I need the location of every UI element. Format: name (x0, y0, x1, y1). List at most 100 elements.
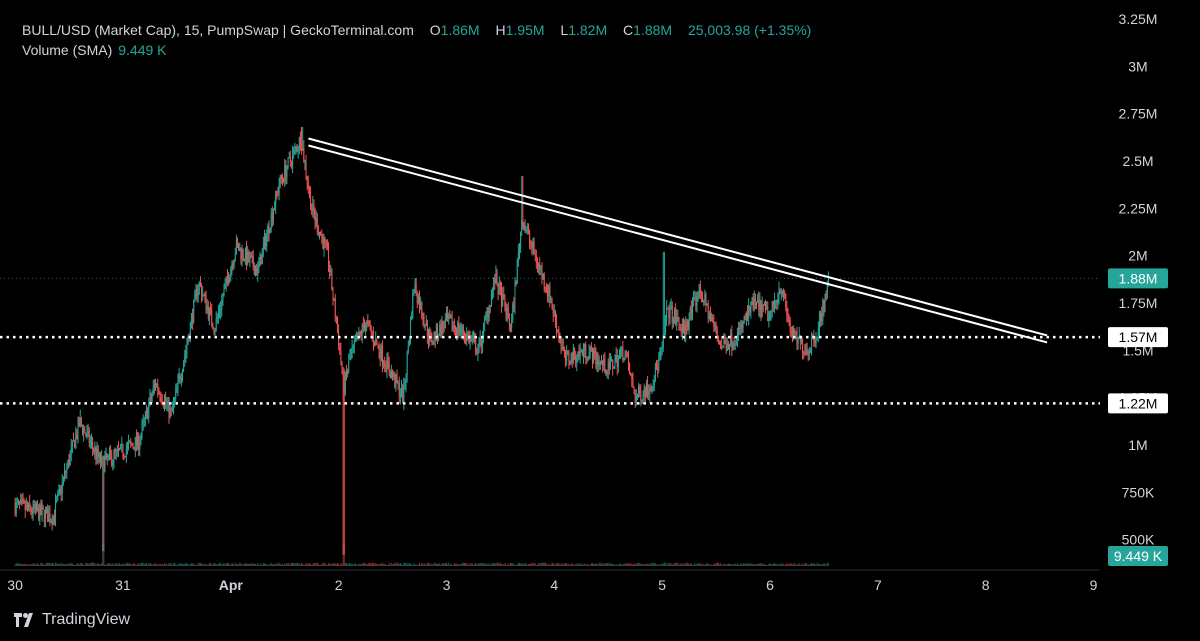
volume-bar (580, 564, 582, 566)
volume-bar (650, 563, 652, 566)
candle (501, 282, 503, 313)
candle (815, 332, 817, 349)
volume-bar (281, 564, 283, 566)
volume-bar (116, 563, 118, 566)
time-axis[interactable]: 30 31 Apr 2 3 4 5 6 7 8 9 (7, 577, 1097, 593)
candle (108, 446, 110, 461)
volume-bar (714, 564, 716, 566)
price-axis[interactable]: 3.25M3M2.75M2.5M2.25M2M1.75M1.5M1.25M1M7… (1108, 11, 1168, 566)
volume-bar (263, 563, 265, 566)
candle (584, 343, 586, 358)
volume-bar (350, 563, 352, 566)
candle (92, 436, 94, 457)
candle (345, 364, 347, 381)
candle (139, 435, 141, 457)
candle (326, 239, 328, 251)
candle (361, 322, 363, 344)
volume-bar (494, 563, 496, 566)
volume-bar (423, 564, 425, 566)
candle (246, 240, 248, 271)
candle (24, 500, 26, 518)
candle (116, 445, 118, 458)
volume-bar (242, 564, 244, 566)
volume-bar (631, 564, 633, 566)
volume-bar (454, 564, 456, 566)
candle (128, 434, 130, 451)
candle (458, 316, 460, 339)
volume-bar (69, 563, 71, 566)
candle (536, 257, 538, 273)
candle (688, 312, 690, 335)
candle (805, 343, 807, 356)
candle (357, 332, 359, 340)
volume-bar (232, 563, 234, 566)
candle (21, 494, 23, 506)
volume-bar (466, 563, 468, 566)
volume-bar (681, 563, 683, 566)
volume-badge: 9.449 K (1108, 546, 1168, 566)
volume-bar (389, 564, 391, 566)
candle (566, 345, 568, 366)
price-tick-label: 2M (1128, 248, 1147, 264)
candle (430, 328, 432, 343)
volume-bar (560, 564, 562, 566)
candle (177, 373, 179, 397)
volume-bar (777, 563, 779, 566)
candle (638, 382, 640, 399)
candle (269, 227, 271, 234)
candle (62, 476, 64, 486)
volume-bar (337, 562, 339, 566)
candle (305, 154, 307, 180)
candle (252, 249, 254, 271)
volume-bar (302, 563, 304, 566)
candle (729, 343, 731, 356)
volume-bar (288, 563, 290, 566)
candle (567, 350, 569, 356)
candle (84, 426, 86, 434)
candle (649, 384, 651, 403)
trendline-lower[interactable] (308, 144, 1048, 344)
candle (702, 291, 704, 303)
candle (153, 379, 155, 395)
volume-bar (40, 562, 42, 566)
candle (715, 321, 717, 335)
candle (820, 310, 822, 328)
volume-bar (804, 563, 806, 566)
time-tick-label: 30 (7, 577, 23, 593)
volume-bar (343, 544, 345, 566)
candle (240, 247, 242, 265)
tradingview-brand[interactable]: TradingView (14, 611, 130, 629)
trendline-upper[interactable] (308, 137, 1048, 337)
candle (556, 313, 558, 338)
candle (176, 383, 178, 394)
candle (322, 233, 324, 250)
candle (194, 289, 196, 303)
candle (739, 322, 741, 336)
volume-bar (463, 563, 465, 566)
drawings-layer[interactable] (0, 137, 1100, 405)
volume-bar (642, 563, 644, 566)
svg-text:9.449 K: 9.449 K (1114, 548, 1163, 564)
volume-bar (335, 563, 337, 566)
volume-bar (296, 562, 298, 566)
candle (721, 338, 723, 351)
volume-bar (313, 562, 315, 566)
volume-bar (511, 562, 513, 566)
candle (448, 312, 450, 325)
volume-bar (394, 562, 396, 566)
candle (61, 474, 63, 501)
volume-bar (538, 562, 540, 566)
candle (508, 313, 510, 332)
volume-bar (397, 562, 399, 566)
candle (146, 404, 148, 419)
candle (257, 261, 259, 282)
volume-bar (618, 563, 620, 566)
candle (353, 335, 355, 354)
volume-bar (453, 562, 455, 566)
candle (279, 174, 281, 189)
candle (151, 390, 153, 403)
volume-bar (314, 563, 316, 566)
candle (185, 344, 187, 364)
volume-bar (349, 562, 351, 566)
